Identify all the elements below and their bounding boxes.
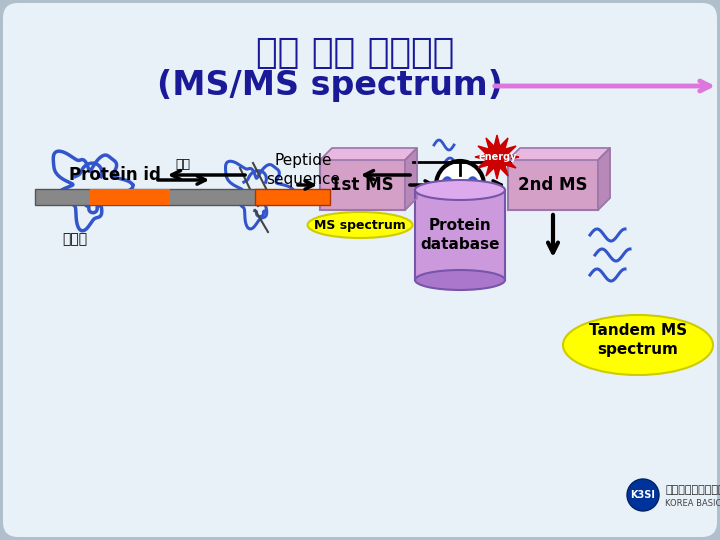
Text: Protein id: Protein id bbox=[69, 166, 161, 184]
Text: 단백질: 단백질 bbox=[63, 232, 88, 246]
Text: Peptide
sequence: Peptide sequence bbox=[266, 153, 340, 187]
Text: 1st MS: 1st MS bbox=[330, 176, 394, 194]
Text: K3SI: K3SI bbox=[631, 490, 655, 500]
Ellipse shape bbox=[563, 315, 713, 375]
Text: Tandem MS
spectrum: Tandem MS spectrum bbox=[589, 322, 687, 357]
Polygon shape bbox=[598, 148, 610, 210]
Circle shape bbox=[627, 479, 659, 511]
Text: MS spectrum: MS spectrum bbox=[314, 219, 406, 232]
Text: KOREA BASIC SCIENCE INSTITUTE: KOREA BASIC SCIENCE INSTITUTE bbox=[665, 500, 720, 509]
Polygon shape bbox=[475, 135, 519, 179]
Circle shape bbox=[436, 161, 484, 209]
Text: 탄뎀 질량 스펙트럼: 탄뎀 질량 스펙트럼 bbox=[256, 36, 454, 70]
Text: energy: energy bbox=[479, 152, 517, 162]
Ellipse shape bbox=[415, 180, 505, 200]
Polygon shape bbox=[320, 148, 417, 160]
Bar bbox=[415, 190, 505, 280]
Text: Protein
database: Protein database bbox=[420, 218, 500, 252]
Text: 한국기초과학지원연구원: 한국기초과학지원연구원 bbox=[665, 485, 720, 495]
FancyBboxPatch shape bbox=[3, 3, 717, 537]
Text: (MS/MS spectrum): (MS/MS spectrum) bbox=[157, 70, 503, 103]
Polygon shape bbox=[508, 148, 610, 160]
Bar bbox=[90, 189, 170, 205]
Text: 2nd MS: 2nd MS bbox=[518, 176, 588, 194]
Ellipse shape bbox=[307, 212, 413, 238]
FancyBboxPatch shape bbox=[508, 160, 598, 210]
Ellipse shape bbox=[415, 270, 505, 290]
Bar bbox=[255, 189, 330, 205]
Text: 효소: 효소 bbox=[176, 159, 191, 172]
FancyBboxPatch shape bbox=[320, 160, 405, 210]
Bar bbox=[35, 189, 265, 205]
Polygon shape bbox=[405, 148, 417, 210]
